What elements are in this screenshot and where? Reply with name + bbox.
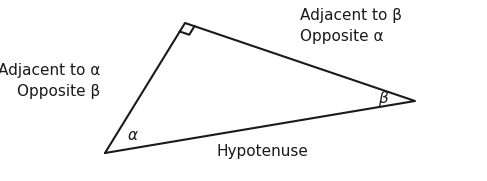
Text: β: β	[378, 92, 388, 106]
Text: Hypotenuse: Hypotenuse	[216, 144, 308, 159]
Text: α: α	[128, 128, 138, 143]
Text: Adjacent to α
Opposite β: Adjacent to α Opposite β	[0, 63, 100, 99]
Text: Adjacent to β
Opposite α: Adjacent to β Opposite α	[300, 8, 402, 44]
